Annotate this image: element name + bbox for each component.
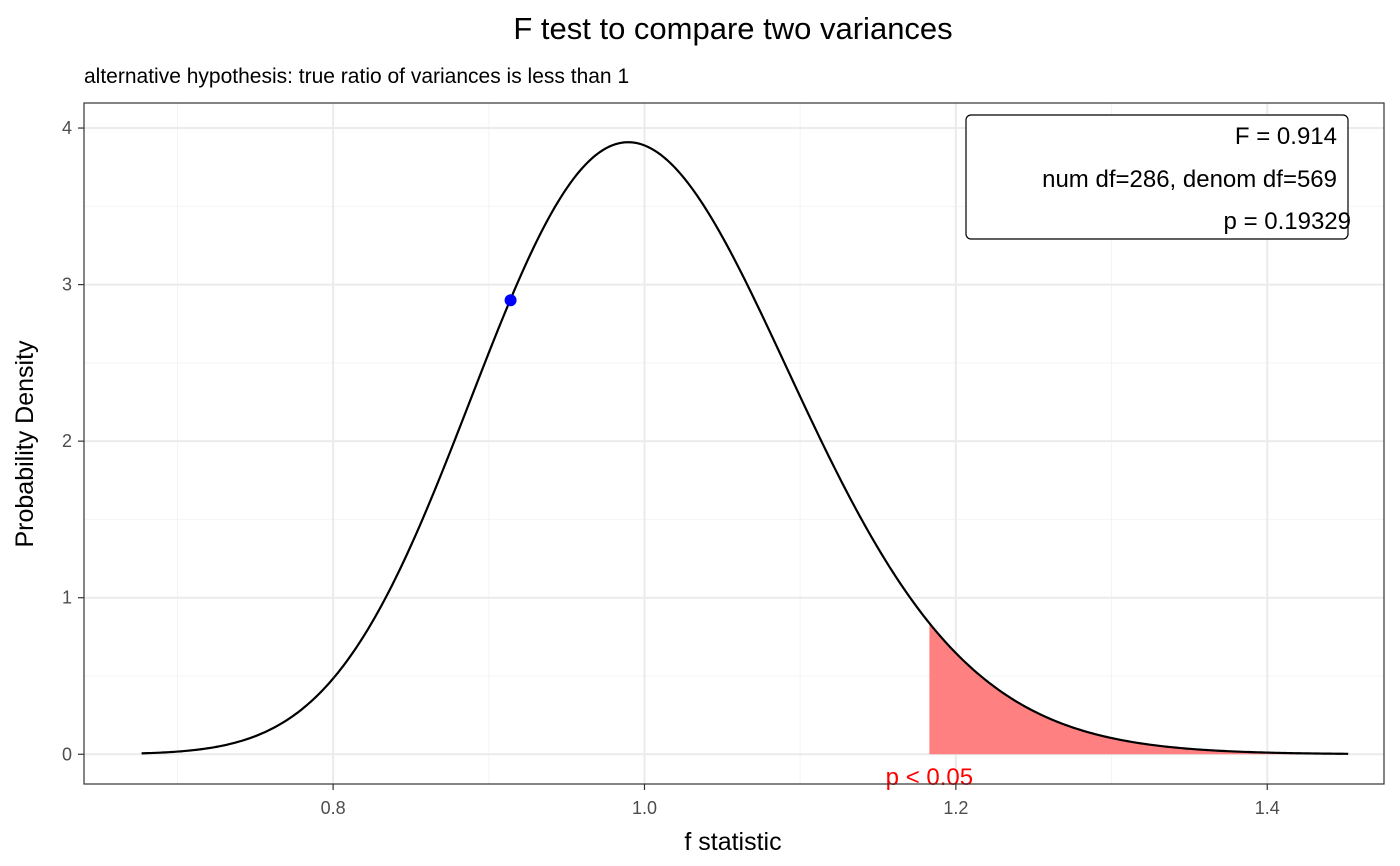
annotation-df: num df=286, denom df=569 <box>1042 166 1337 193</box>
x-axis-title: f statistic <box>684 828 781 856</box>
critical-region-area <box>929 623 1349 755</box>
y-axis: 0 1 2 3 4 <box>62 118 84 764</box>
test-result-annotation: F = 0.914 num df=286, denom df=569 p = 0… <box>965 114 1351 240</box>
statistic-point <box>504 294 517 307</box>
annotation-f-value: F = 0.914 <box>1235 123 1337 150</box>
chart-subtitle: alternative hypothesis: true ratio of va… <box>84 65 629 88</box>
critical-region-label: p < 0.05 <box>886 764 973 791</box>
x-axis: 0.8 1.0 1.2 1.4 <box>321 784 1280 818</box>
x-tick-label-2: 1.2 <box>943 798 968 818</box>
y-tick-label-1: 1 <box>62 588 72 608</box>
annotation-p-value: p = 0.19329 <box>1224 208 1351 235</box>
y-axis-title: Probability Density <box>11 340 39 548</box>
chart-title: F test to compare two variances <box>513 11 952 46</box>
annotation-box-border <box>965 114 1349 240</box>
density-curve <box>141 141 1349 755</box>
y-tick-label-2: 2 <box>62 431 72 451</box>
x-tick-label-1: 1.0 <box>632 798 657 818</box>
y-tick-label-4: 4 <box>62 118 72 138</box>
x-tick-label-0: 0.8 <box>321 798 346 818</box>
y-tick-label-0: 0 <box>62 744 72 764</box>
panel-border <box>83 102 1385 785</box>
x-tick-label-3: 1.4 <box>1255 798 1280 818</box>
y-tick-label-3: 3 <box>62 275 72 295</box>
